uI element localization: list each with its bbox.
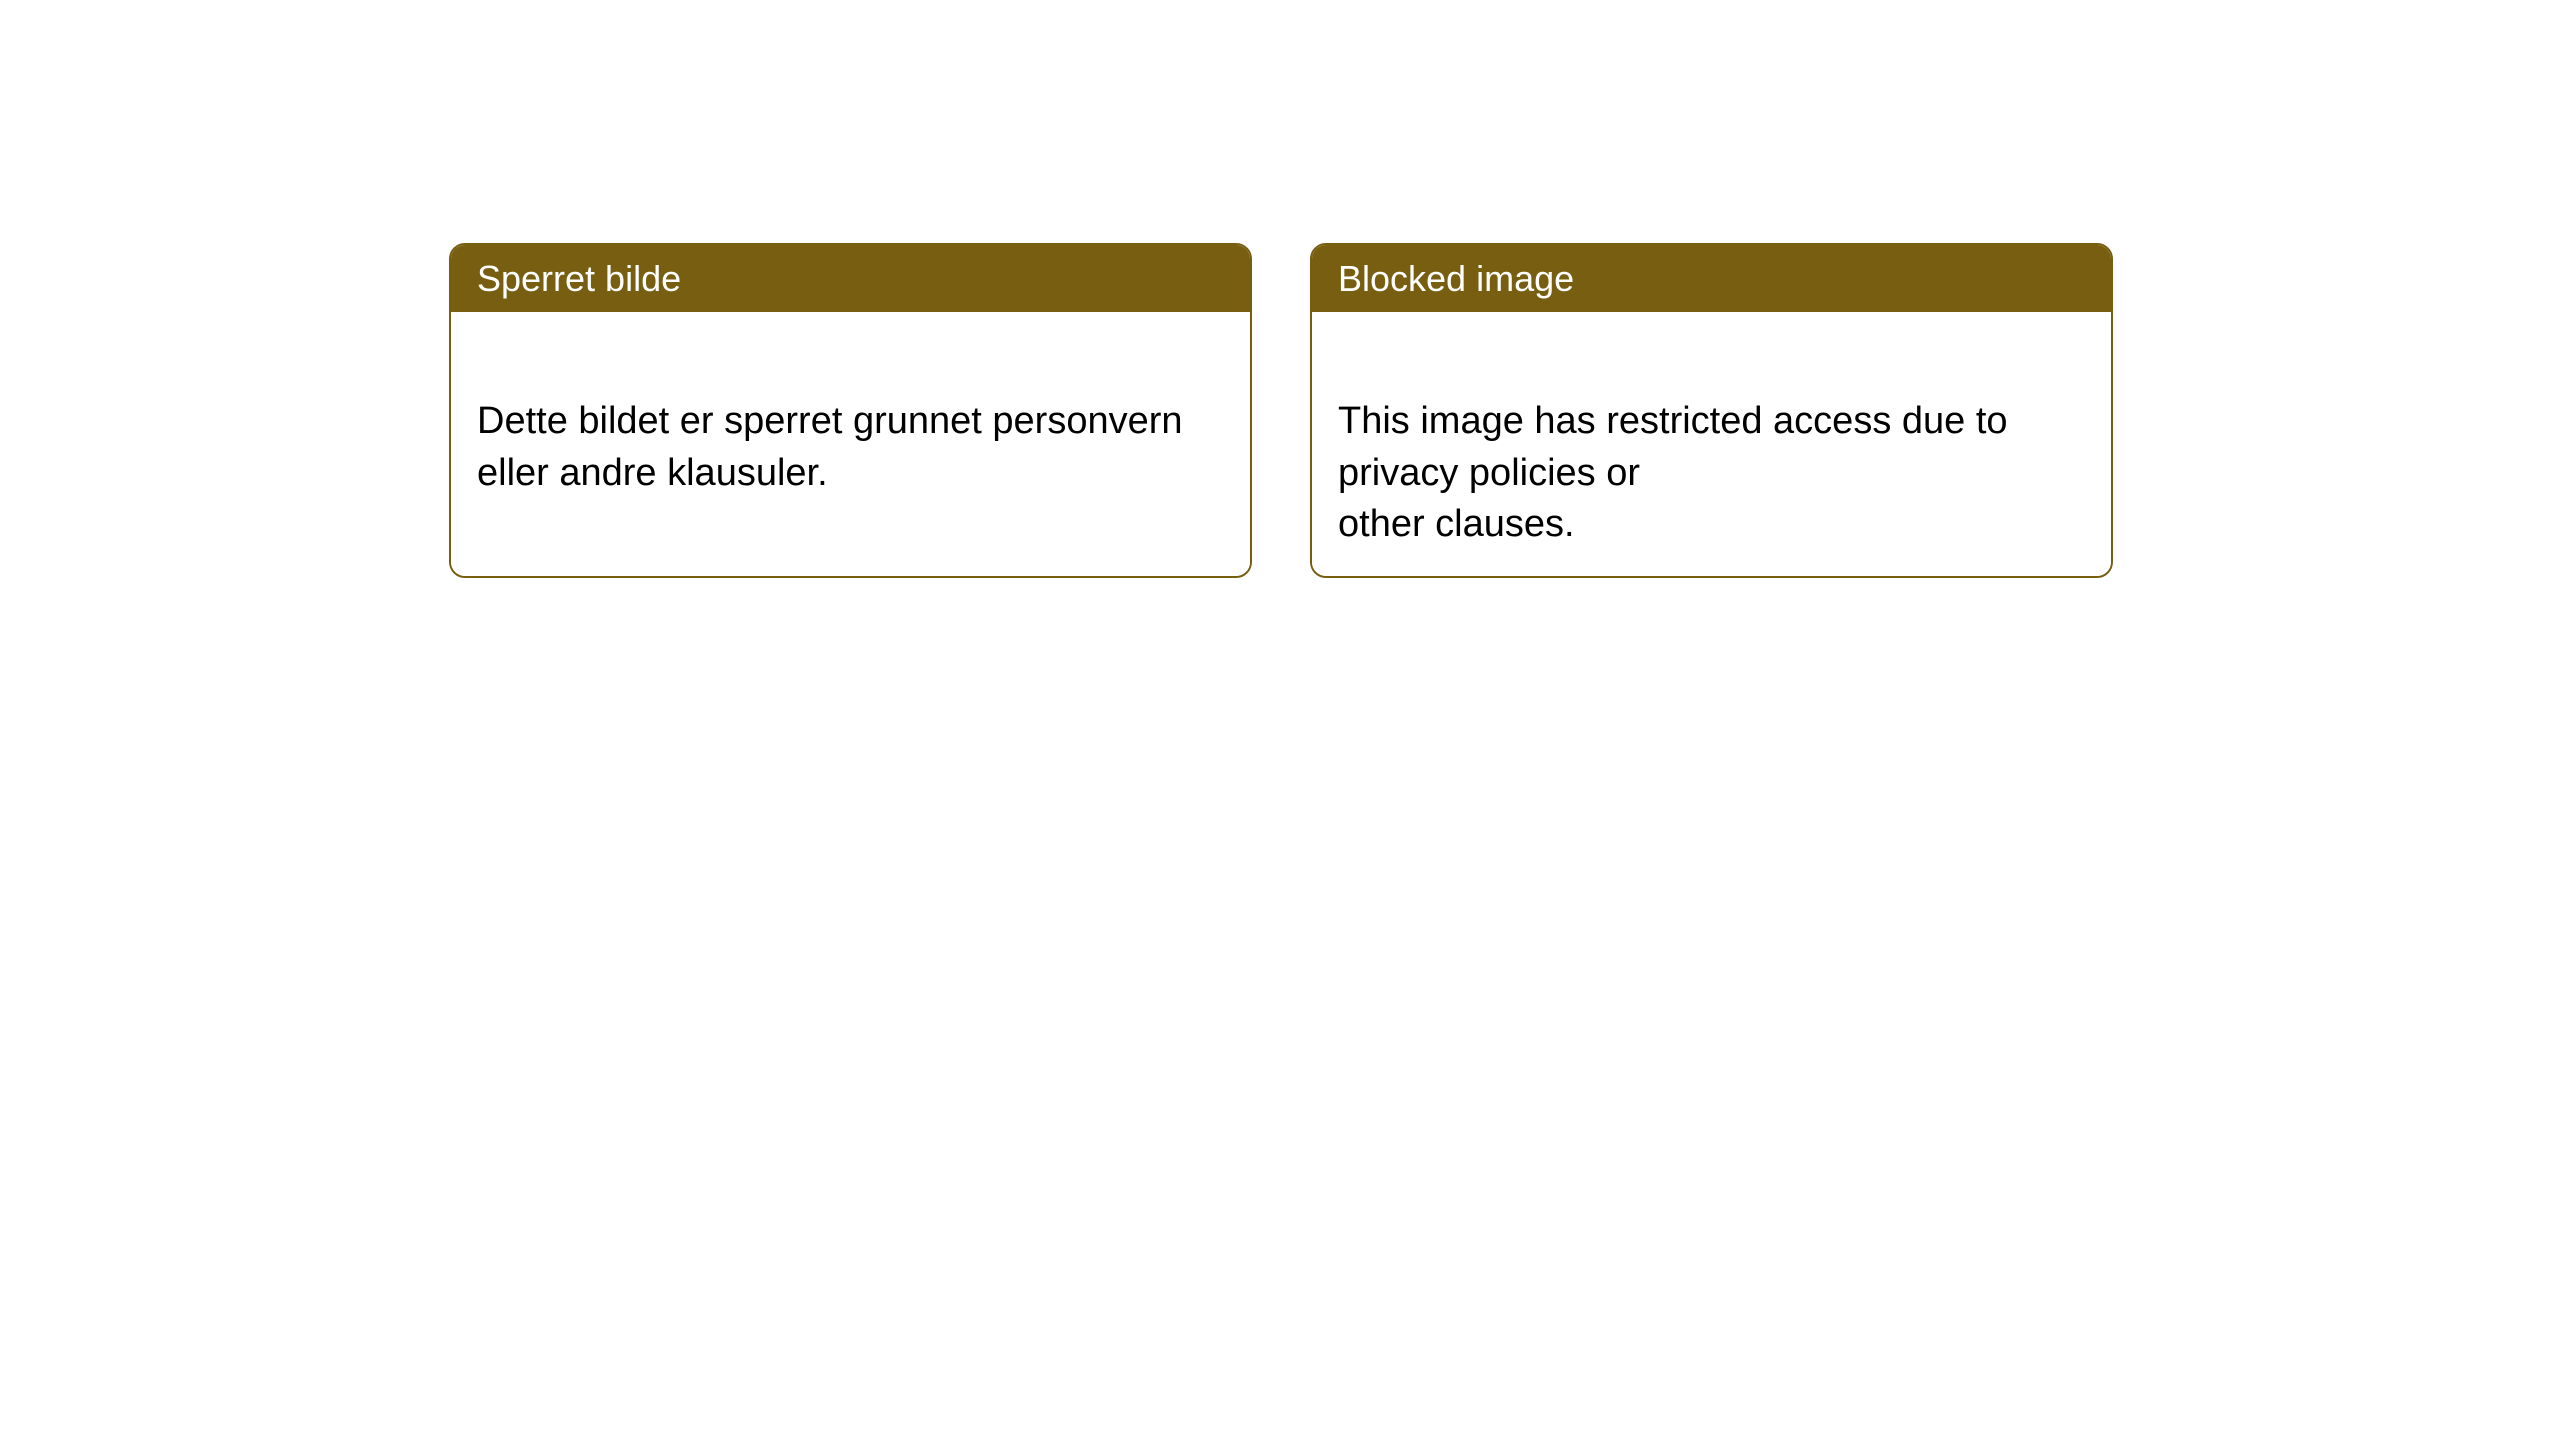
card-header: Sperret bilde [451,245,1250,312]
card-body-text: Dette bildet er sperret grunnet personve… [477,400,1183,494]
card-title: Sperret bilde [477,258,681,299]
blocked-image-card-en: Blocked image This image has restricted … [1310,243,2113,578]
card-header: Blocked image [1312,245,2111,312]
card-body: This image has restricted access due to … [1312,312,2111,578]
card-title: Blocked image [1338,258,1574,299]
card-body-text: This image has restricted access due to … [1338,400,2008,545]
blocked-image-card-no: Sperret bilde Dette bildet er sperret gr… [449,243,1252,578]
card-container: Sperret bilde Dette bildet er sperret gr… [0,0,2560,578]
card-body: Dette bildet er sperret grunnet personve… [451,312,1250,576]
